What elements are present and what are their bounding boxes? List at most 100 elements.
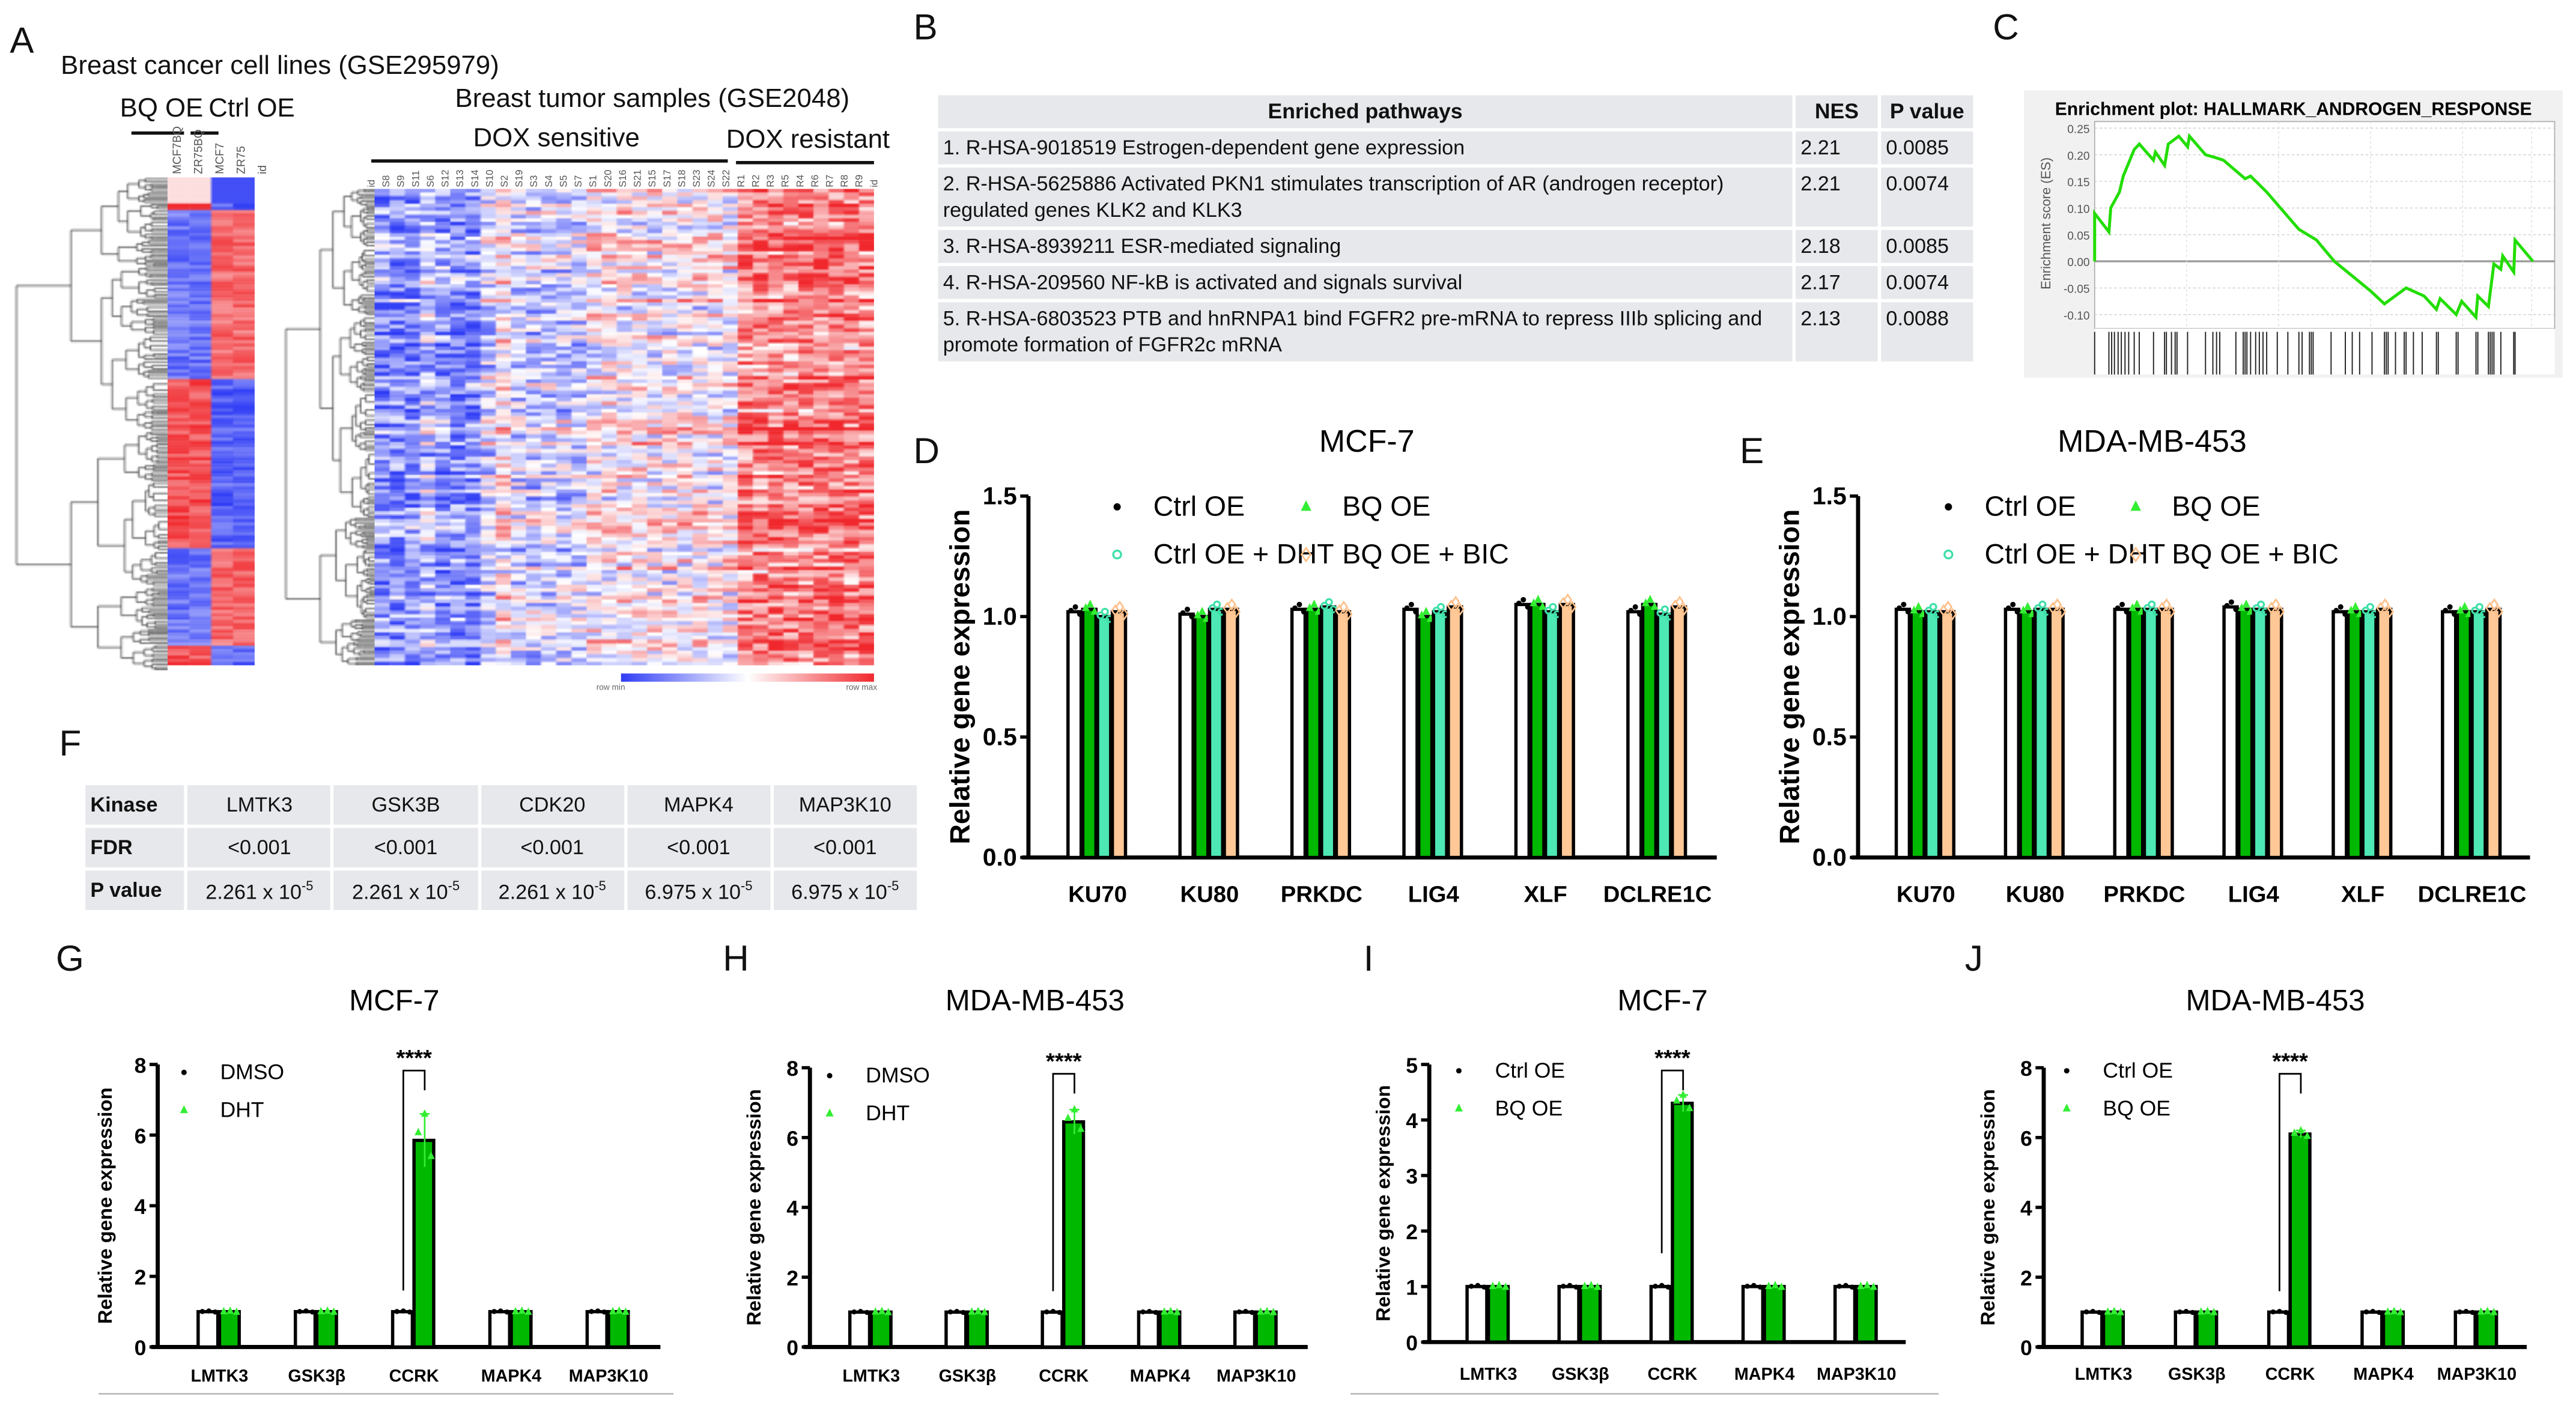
data-point bbox=[858, 1308, 863, 1314]
data-point bbox=[220, 1306, 228, 1314]
y-tick-label: 8 bbox=[2020, 1057, 2032, 1081]
bar-bq-oe bbox=[1081, 607, 1098, 860]
row-header-kinase: Kinase bbox=[85, 785, 185, 825]
data-point bbox=[1549, 602, 1557, 611]
legend-label: Ctrl OE bbox=[2103, 1058, 2173, 1082]
x-category-label: MAPK4 bbox=[481, 1367, 542, 1386]
legend-label: BQ OE bbox=[1495, 1096, 1563, 1120]
data-point bbox=[1659, 1282, 1665, 1288]
x-category-label: XLF bbox=[1524, 881, 1567, 907]
legend-label: BQ OE bbox=[2172, 491, 2260, 522]
bar-bq-oe bbox=[1305, 607, 1322, 860]
data-point bbox=[1672, 1096, 1681, 1104]
p-exponent: -5 bbox=[301, 879, 314, 894]
data-point bbox=[1646, 595, 1654, 603]
group-label-bq-oe: BQ OE bbox=[120, 95, 204, 124]
x-category-label: LIG4 bbox=[2228, 881, 2280, 907]
data-point bbox=[1587, 1281, 1595, 1288]
panel-label-i: I bbox=[1363, 938, 1374, 979]
data-point bbox=[2447, 604, 2453, 610]
x-category-label: GSK3β bbox=[1552, 1365, 1609, 1384]
bar-ctrl-oe-dht bbox=[1924, 610, 1941, 860]
data-point bbox=[2461, 602, 2469, 610]
data-point bbox=[1481, 1284, 1487, 1290]
chart-title: MDA-MB-453 bbox=[2186, 984, 2365, 1017]
group-label-ctrl-oe: Ctrl OE bbox=[208, 95, 295, 124]
data-point bbox=[2366, 602, 2375, 611]
data-point bbox=[1910, 605, 1918, 614]
fdr-cell: <0.001 bbox=[334, 828, 478, 867]
ctrl-oe-underline bbox=[190, 131, 219, 135]
data-point bbox=[2380, 598, 2390, 611]
legend-label: Ctrl OE bbox=[1495, 1058, 1566, 1082]
nes-cell: 2.21 bbox=[1796, 167, 1878, 227]
data-point bbox=[1914, 602, 1923, 610]
data-point bbox=[1520, 596, 1526, 602]
legend-label: DHT bbox=[220, 1098, 264, 1122]
bar-ctrl-oe bbox=[2267, 1310, 2291, 1349]
bar-ctrl-oe-dht bbox=[1320, 605, 1337, 860]
panel-label-h: H bbox=[723, 938, 749, 979]
data-point bbox=[330, 1307, 338, 1315]
enrichment-score-line bbox=[2093, 133, 2535, 321]
data-point bbox=[2470, 1309, 2475, 1315]
fdr-cell: <0.001 bbox=[481, 828, 624, 867]
p-mantissa: 6.975 x 10 bbox=[791, 881, 887, 905]
bar-bq-oe bbox=[2195, 1310, 2219, 1349]
x-category-label: MAP3K10 bbox=[1817, 1365, 1896, 1384]
data-point bbox=[323, 1306, 332, 1314]
data-point bbox=[2271, 598, 2280, 611]
data-point bbox=[1567, 1282, 1573, 1288]
data-point bbox=[2463, 1308, 2469, 1314]
data-point bbox=[1090, 607, 1099, 615]
data-point bbox=[213, 1309, 218, 1315]
bar-ctrl-oe-dht bbox=[1096, 614, 1113, 860]
data-point bbox=[1072, 604, 1078, 610]
x-category-label: PRKDC bbox=[2103, 881, 2185, 907]
y-tick-label: 0 bbox=[135, 1336, 147, 1360]
data-point bbox=[2115, 605, 2121, 611]
data-point bbox=[2338, 604, 2344, 610]
data-point bbox=[2224, 602, 2230, 608]
data-point bbox=[1765, 1281, 1773, 1289]
bq-oe-underline bbox=[131, 131, 184, 135]
data-point bbox=[1044, 1309, 1050, 1315]
data-point bbox=[2351, 602, 2360, 610]
x-category-label: PRKDC bbox=[1281, 881, 1362, 907]
data-point bbox=[1269, 1308, 1277, 1315]
data-point bbox=[2291, 1128, 2298, 1136]
data-point bbox=[1292, 605, 1298, 611]
bar-dmso bbox=[196, 1309, 220, 1349]
data-point bbox=[1325, 598, 1333, 606]
legend-label: Ctrl OE bbox=[1153, 491, 1245, 522]
bar-bq-oe-bic bbox=[1939, 610, 1955, 860]
p-cell: 0.0074 bbox=[1881, 266, 1973, 299]
data-point bbox=[2489, 598, 2499, 611]
data-point bbox=[2177, 1309, 2183, 1315]
chart-title: MDA-MB-453 bbox=[946, 984, 1125, 1017]
data-point bbox=[980, 1308, 989, 1315]
data-point bbox=[317, 1306, 325, 1314]
chart-title: MCF-7 bbox=[349, 984, 439, 1017]
x-category-label: CCRK bbox=[1647, 1365, 1697, 1384]
data-point bbox=[1468, 1284, 1474, 1289]
data-point bbox=[2166, 605, 2176, 618]
pathway-cell: 1. R-HSA-9018519 Estrogen-dependent gene… bbox=[938, 131, 1793, 165]
legend-label: BQ OE bbox=[2103, 1096, 2170, 1120]
bar-bq-oe bbox=[2475, 1310, 2499, 1349]
p-value-cell: 6.975 x 10-5 bbox=[773, 870, 917, 911]
data-point bbox=[595, 1308, 601, 1314]
data-point bbox=[1573, 1284, 1579, 1290]
header-pathways: Enriched pathways bbox=[938, 95, 1793, 129]
data-point bbox=[2390, 1306, 2398, 1314]
data-point bbox=[1660, 605, 1669, 613]
data-point bbox=[2148, 600, 2156, 608]
data-point bbox=[2396, 1308, 2405, 1315]
legend-label: Ctrl OE + DHT bbox=[1153, 538, 1334, 569]
p-value-cell: 2.261 x 10-5 bbox=[481, 870, 624, 911]
data-point bbox=[1081, 603, 1090, 611]
legend-marker bbox=[1945, 503, 1952, 511]
bar-dmso bbox=[585, 1309, 609, 1349]
p-exponent: -5 bbox=[887, 879, 899, 894]
data-point bbox=[2456, 605, 2464, 614]
